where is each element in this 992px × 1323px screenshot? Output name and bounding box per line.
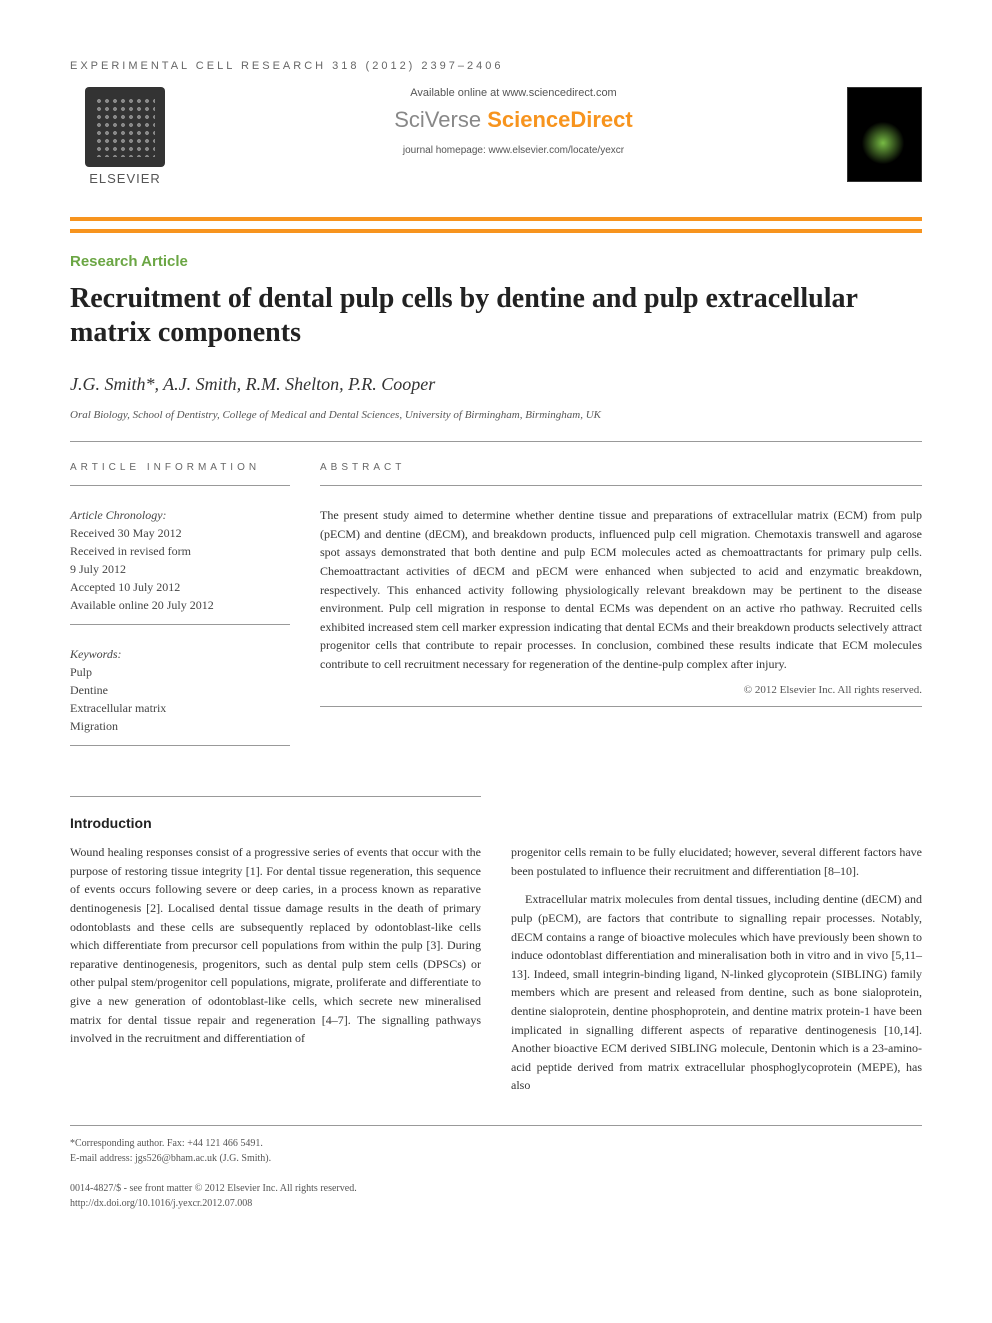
email-address: E-mail address: jgs526@bham.ac.uk (J.G. … [70, 1151, 922, 1166]
orange-divider-bar [70, 229, 922, 233]
keywords-label: Keywords: [70, 645, 290, 663]
divider [320, 706, 922, 707]
sciencedirect-text: ScienceDirect [487, 107, 633, 132]
received-date: Received 30 May 2012 [70, 524, 290, 542]
affiliation: Oral Biology, School of Dentistry, Colle… [70, 409, 922, 421]
doi: http://dx.doi.org/10.1016/j.yexcr.2012.0… [70, 1196, 922, 1211]
left-column: Introduction Wound healing responses con… [70, 796, 481, 1095]
main-body-columns: Introduction Wound healing responses con… [70, 796, 922, 1095]
journal-reference: EXPERIMENTAL CELL RESEARCH 318 (2012) 23… [70, 60, 922, 72]
header-row: ELSEVIER Available online at www.science… [70, 87, 922, 197]
journal-homepage: journal homepage: www.elsevier.com/locat… [200, 145, 827, 156]
body-paragraph: Wound healing responses consist of a pro… [70, 843, 481, 1048]
article-title: Recruitment of dental pulp cells by dent… [70, 282, 922, 349]
article-type: Research Article [70, 253, 922, 270]
divider [70, 624, 290, 625]
available-online-text: Available online at www.sciencedirect.co… [200, 87, 827, 99]
footer: *Corresponding author. Fax: +44 121 466 … [70, 1125, 922, 1211]
divider [320, 485, 922, 486]
chronology-block: Article Chronology: Received 30 May 2012… [70, 506, 290, 614]
accepted-date: Accepted 10 July 2012 [70, 578, 290, 596]
chronology-label: Article Chronology: [70, 506, 290, 524]
keyword: Migration [70, 717, 290, 735]
keyword: Extracellular matrix [70, 699, 290, 717]
header-center: Available online at www.sciencedirect.co… [180, 87, 847, 156]
elsevier-text: ELSEVIER [89, 171, 161, 186]
body-paragraph: Extracellular matrix molecules from dent… [511, 890, 922, 1095]
header-bar: EXPERIMENTAL CELL RESEARCH 318 (2012) 23… [70, 60, 922, 221]
divider [70, 485, 290, 486]
abstract-label: abstract [320, 462, 922, 473]
divider [70, 441, 922, 442]
sciverse-logo: SciVerse ScienceDirect [394, 107, 632, 133]
keywords-block: Keywords: Pulp Dentine Extracellular mat… [70, 645, 290, 735]
abstract-text: The present study aimed to determine whe… [320, 506, 922, 673]
divider [70, 745, 290, 746]
front-matter: 0014-4827/$ - see front matter © 2012 El… [70, 1181, 922, 1196]
sciverse-prefix: SciVerse [394, 107, 481, 132]
copyright: © 2012 Elsevier Inc. All rights reserved… [320, 684, 922, 696]
corresponding-author: *Corresponding author. Fax: +44 121 466 … [70, 1136, 922, 1151]
revised-date: 9 July 2012 [70, 560, 290, 578]
right-column: . progenitor cells remain to be fully el… [511, 796, 922, 1095]
article-info-label: article information [70, 462, 290, 473]
keyword: Pulp [70, 663, 290, 681]
elsevier-tree-icon [85, 87, 165, 167]
abstract-column: abstract The present study aimed to dete… [320, 462, 922, 766]
elsevier-logo: ELSEVIER [70, 87, 180, 197]
info-abstract-row: article information Article Chronology: … [70, 462, 922, 766]
authors: J.G. Smith*, A.J. Smith, R.M. Shelton, P… [70, 374, 922, 395]
body-paragraph: progenitor cells remain to be fully eluc… [511, 843, 922, 880]
online-date: Available online 20 July 2012 [70, 596, 290, 614]
journal-cover-thumbnail [847, 87, 922, 182]
keyword: Dentine [70, 681, 290, 699]
article-info-column: article information Article Chronology: … [70, 462, 290, 766]
introduction-heading: Introduction [70, 796, 481, 831]
revised-label: Received in revised form [70, 542, 290, 560]
